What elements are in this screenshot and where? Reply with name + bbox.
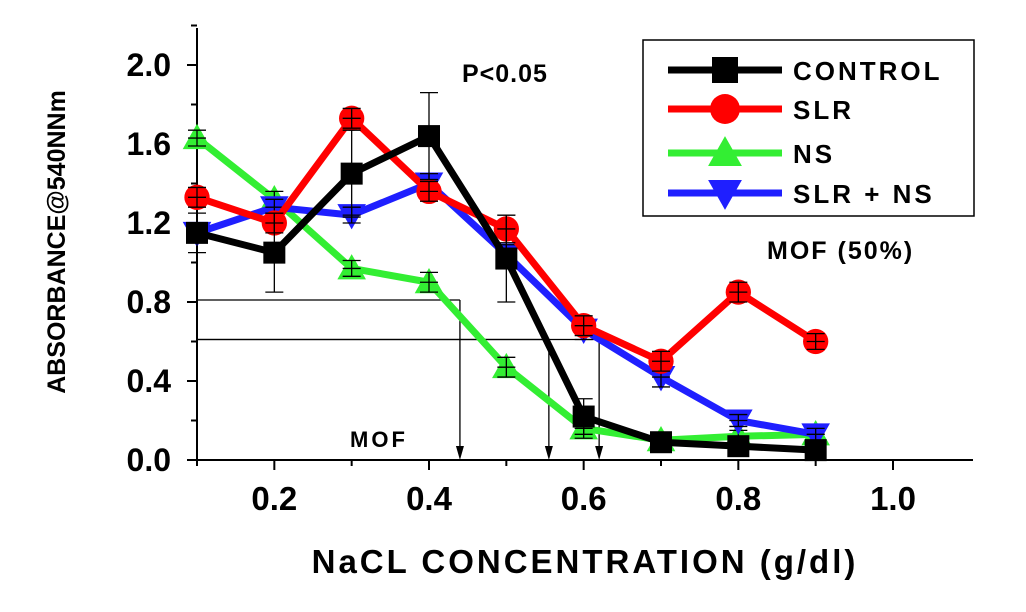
y-axis-label: ABSORBANCE@540NNm [43, 90, 71, 394]
y-tick-label: 1.6 [127, 126, 171, 162]
mof-annotation: MOF [350, 427, 408, 452]
x-tick-label: 0.6 [561, 480, 607, 517]
y-tick-label: 0.0 [127, 442, 171, 478]
series-control [186, 92, 827, 462]
p-value-annotation: P<0.05 [462, 60, 548, 88]
mof-guide-arrowhead [595, 446, 604, 460]
legend-label: NS [793, 139, 835, 169]
x-tick-label: 0.4 [406, 480, 453, 517]
legend-entry-slr-ns: SLR + NS [668, 179, 935, 210]
y-tick-label: 0.4 [127, 363, 172, 399]
x-tick-label: 1.0 [870, 480, 916, 517]
y-tick-label: 0.8 [127, 284, 171, 320]
series-group [182, 92, 830, 462]
legend-entry-control: CONTROL [668, 56, 943, 86]
legend-label: SLR + NS [793, 179, 935, 209]
x-tick-label: 0.2 [251, 480, 297, 517]
mof-guide-arrowhead [455, 446, 464, 460]
legend-entry-slr: SLR [668, 94, 854, 125]
x-axis-label: NaCL CONCENTRATION (g/dl) [312, 543, 859, 580]
y-tick-label: 2.0 [127, 47, 171, 83]
legend-entry-ns: NS [668, 136, 835, 169]
legend: CONTROL SLR NS SLR + NS [642, 39, 975, 217]
legend-label: SLR [793, 95, 854, 125]
marker-square [712, 57, 738, 83]
x-tick-label: 0.8 [715, 480, 761, 517]
y-tick-label: 1.2 [127, 205, 171, 241]
y-ticks: 0.0 0.4 0.8 1.2 1.6 2.0 [127, 24, 197, 478]
marker-triangle-up [708, 136, 742, 166]
mof50-annotation: MOF (50%) [767, 237, 914, 265]
marker-triangle-down [708, 180, 742, 210]
marker-circle [710, 94, 740, 124]
mof-guides [197, 299, 604, 460]
mof-guide-arrowhead [544, 446, 553, 460]
legend-label: CONTROL [793, 56, 943, 86]
x-ticks: 0.2 0.4 0.6 0.8 1.0 [196, 460, 916, 517]
